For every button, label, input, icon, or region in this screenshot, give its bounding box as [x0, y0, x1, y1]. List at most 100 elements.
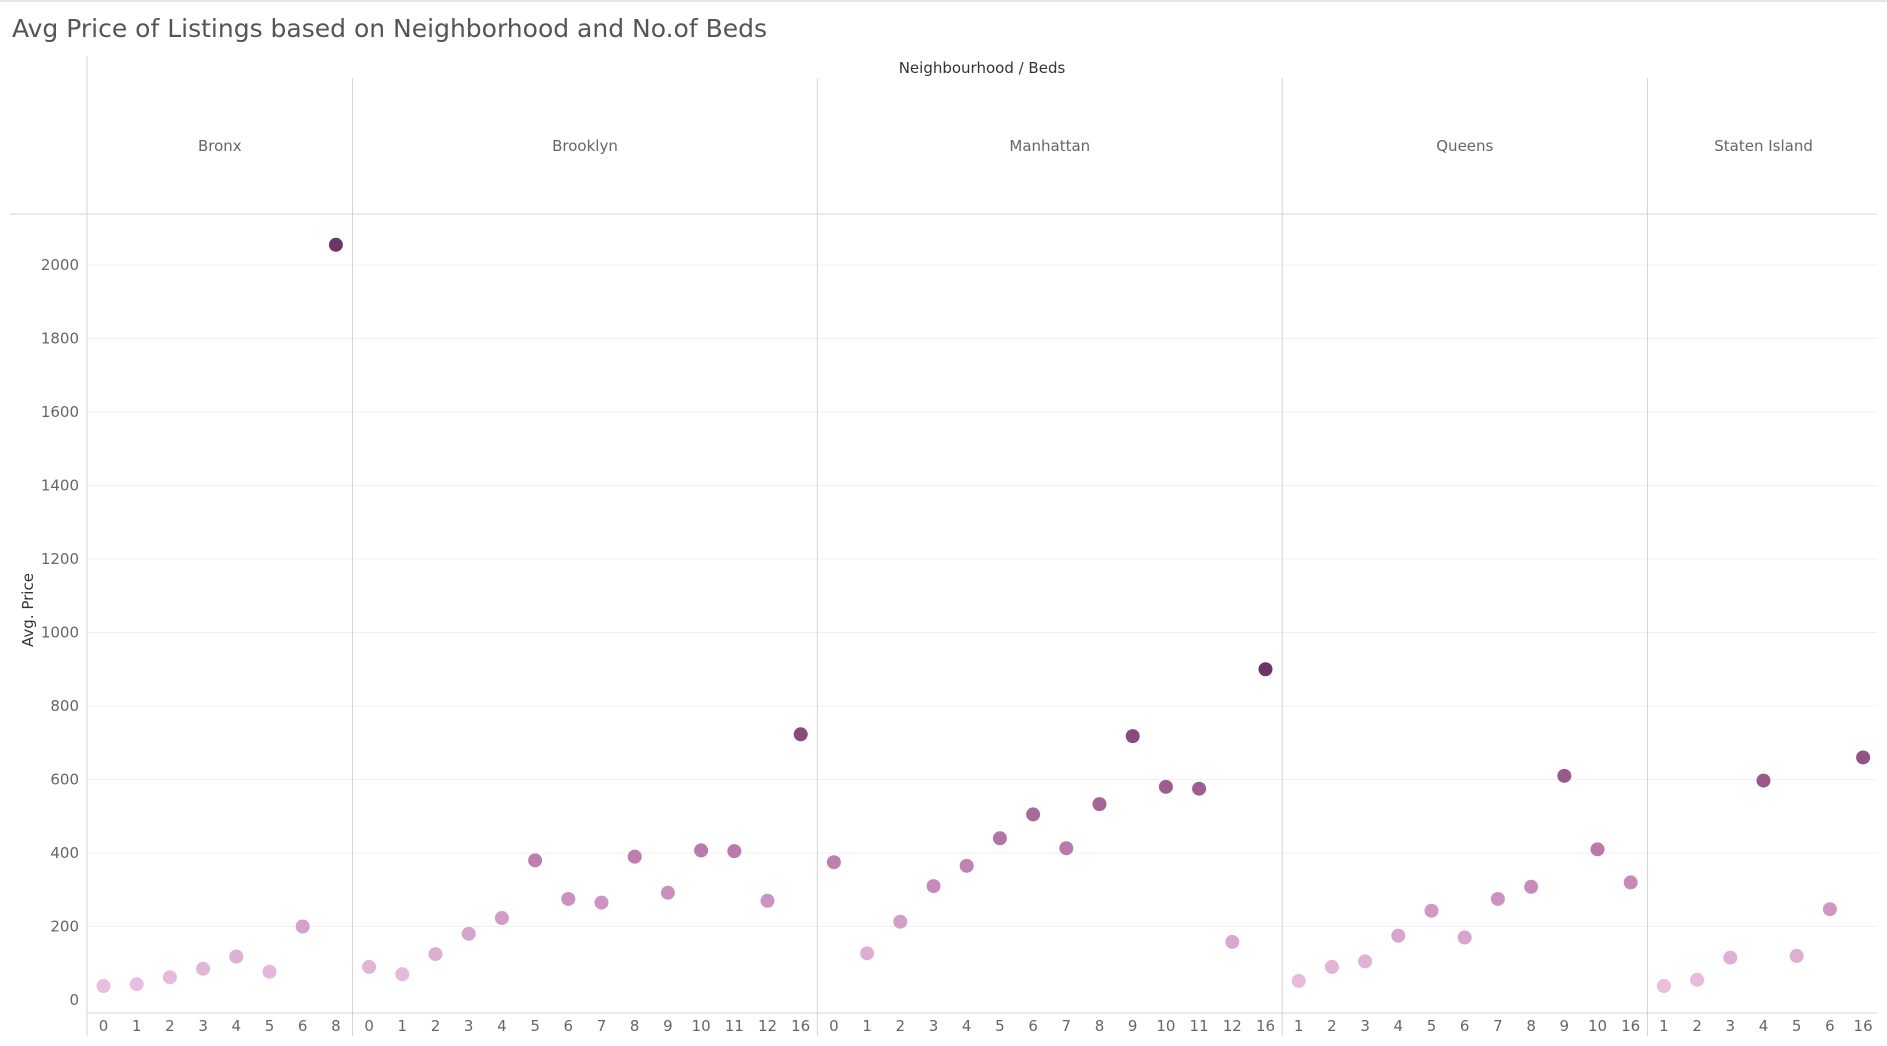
column-header: Neighbourhood / Beds [899, 59, 1066, 77]
data-point-brooklyn-beds-11 [727, 844, 742, 859]
panel-label-staten-island: Staten Island [1714, 137, 1813, 155]
data-point-bronx-beds-5 [262, 964, 277, 979]
data-point-brooklyn-beds-7 [594, 895, 609, 910]
data-point-brooklyn-beds-12 [760, 893, 775, 908]
y-tick-label-800: 800 [50, 697, 79, 715]
data-point-staten-island-beds-16 [1856, 750, 1871, 765]
x-tick-label: 2 [896, 1017, 906, 1035]
data-point-brooklyn-beds-9 [660, 885, 675, 900]
x-tick-label: 2 [1692, 1017, 1702, 1035]
data-point-brooklyn-beds-10 [694, 843, 709, 858]
data-point-manhattan-beds-12 [1225, 934, 1240, 949]
x-tick-label: 9 [663, 1017, 673, 1035]
y-tick-label-1000: 1000 [41, 624, 79, 642]
data-point-queens-beds-9 [1557, 768, 1572, 783]
x-tick-label: 1 [1659, 1017, 1669, 1035]
data-point-manhattan-beds-11 [1192, 781, 1207, 796]
data-point-staten-island-beds-3 [1723, 950, 1738, 965]
y-tick-label-200: 200 [50, 918, 79, 936]
data-point-brooklyn-beds-8 [627, 849, 642, 864]
x-tick-label: 4 [1394, 1017, 1404, 1035]
data-point-bronx-beds-1 [129, 977, 144, 992]
x-tick-label: 4 [1759, 1017, 1769, 1035]
y-axis-title: Avg. Price [19, 573, 37, 647]
data-point-queens-beds-1 [1291, 973, 1306, 988]
data-point-manhattan-beds-8 [1092, 797, 1107, 812]
x-tick-label: 4 [497, 1017, 507, 1035]
x-tick-label: 0 [829, 1017, 839, 1035]
panel-label-manhattan: Manhattan [1009, 137, 1090, 155]
x-tick-label: 7 [1062, 1017, 1072, 1035]
data-point-manhattan-beds-6 [1026, 807, 1041, 822]
data-point-queens-beds-4 [1391, 928, 1406, 943]
chart-title: Avg Price of Listings based on Neighborh… [12, 14, 768, 43]
x-tick-label: 5 [530, 1017, 540, 1035]
x-tick-label: 4 [232, 1017, 242, 1035]
x-tick-label: 5 [1427, 1017, 1437, 1035]
x-tick-label: 2 [165, 1017, 175, 1035]
y-tick-label-1600: 1600 [41, 403, 79, 421]
data-point-brooklyn-beds-2 [428, 947, 443, 962]
x-tick-label: 7 [1493, 1017, 1503, 1035]
data-point-brooklyn-beds-3 [461, 926, 476, 941]
data-point-queens-beds-6 [1457, 930, 1472, 945]
x-tick-label: 8 [630, 1017, 640, 1035]
data-point-manhattan-beds-3 [926, 879, 941, 894]
panel-label-queens: Queens [1436, 137, 1493, 155]
x-tick-label: 4 [962, 1017, 972, 1035]
panel-label-bronx: Bronx [198, 137, 242, 155]
data-point-queens-beds-3 [1358, 954, 1373, 969]
x-tick-label: 6 [298, 1017, 308, 1035]
x-tick-label: 8 [1095, 1017, 1105, 1035]
x-tick-label: 10 [1156, 1017, 1175, 1035]
top-rule [0, 0, 1887, 2]
data-point-queens-beds-5 [1424, 903, 1439, 918]
x-tick-label: 12 [1223, 1017, 1242, 1035]
y-tick-label-0: 0 [69, 991, 79, 1009]
y-tick-label-1200: 1200 [41, 550, 79, 568]
x-tick-label: 8 [331, 1017, 341, 1035]
data-point-staten-island-beds-6 [1822, 902, 1837, 917]
x-tick-label: 5 [265, 1017, 275, 1035]
x-tick-label: 12 [758, 1017, 777, 1035]
y-tick-label-400: 400 [50, 844, 79, 862]
data-point-manhattan-beds-5 [992, 831, 1007, 846]
data-point-brooklyn-beds-1 [395, 967, 410, 982]
data-point-queens-beds-2 [1324, 959, 1339, 974]
x-tick-label: 11 [725, 1017, 744, 1035]
x-tick-label: 7 [597, 1017, 607, 1035]
x-tick-label: 3 [198, 1017, 208, 1035]
x-tick-label: 6 [564, 1017, 574, 1035]
x-tick-label: 2 [431, 1017, 441, 1035]
data-point-manhattan-beds-0 [826, 855, 841, 870]
y-tick-label-1800: 1800 [41, 330, 79, 348]
x-tick-label: 5 [995, 1017, 1005, 1035]
data-point-manhattan-beds-9 [1125, 729, 1140, 744]
data-point-bronx-beds-3 [196, 961, 211, 976]
data-point-bronx-beds-0 [96, 979, 111, 994]
x-tick-label: 3 [1726, 1017, 1736, 1035]
data-point-manhattan-beds-10 [1158, 779, 1173, 794]
x-tick-label: 11 [1190, 1017, 1209, 1035]
data-point-manhattan-beds-1 [860, 946, 875, 961]
data-point-queens-beds-16 [1623, 875, 1638, 890]
x-tick-label: 0 [99, 1017, 109, 1035]
x-tick-label: 1 [132, 1017, 142, 1035]
data-point-staten-island-beds-2 [1690, 972, 1705, 987]
x-tick-label: 16 [1621, 1017, 1640, 1035]
y-tick-label-2000: 2000 [41, 256, 79, 274]
data-point-queens-beds-10 [1590, 842, 1605, 857]
data-point-brooklyn-beds-0 [362, 959, 377, 974]
x-tick-label: 3 [929, 1017, 939, 1035]
x-tick-label: 10 [692, 1017, 711, 1035]
x-tick-label: 16 [791, 1017, 810, 1035]
data-point-bronx-beds-8 [328, 237, 343, 252]
x-tick-label: 6 [1028, 1017, 1038, 1035]
data-point-manhattan-beds-2 [893, 914, 908, 929]
x-tick-label: 16 [1256, 1017, 1275, 1035]
data-point-brooklyn-beds-16 [793, 727, 808, 742]
x-tick-label: 9 [1560, 1017, 1570, 1035]
x-tick-label: 1 [398, 1017, 408, 1035]
x-tick-label: 9 [1128, 1017, 1138, 1035]
